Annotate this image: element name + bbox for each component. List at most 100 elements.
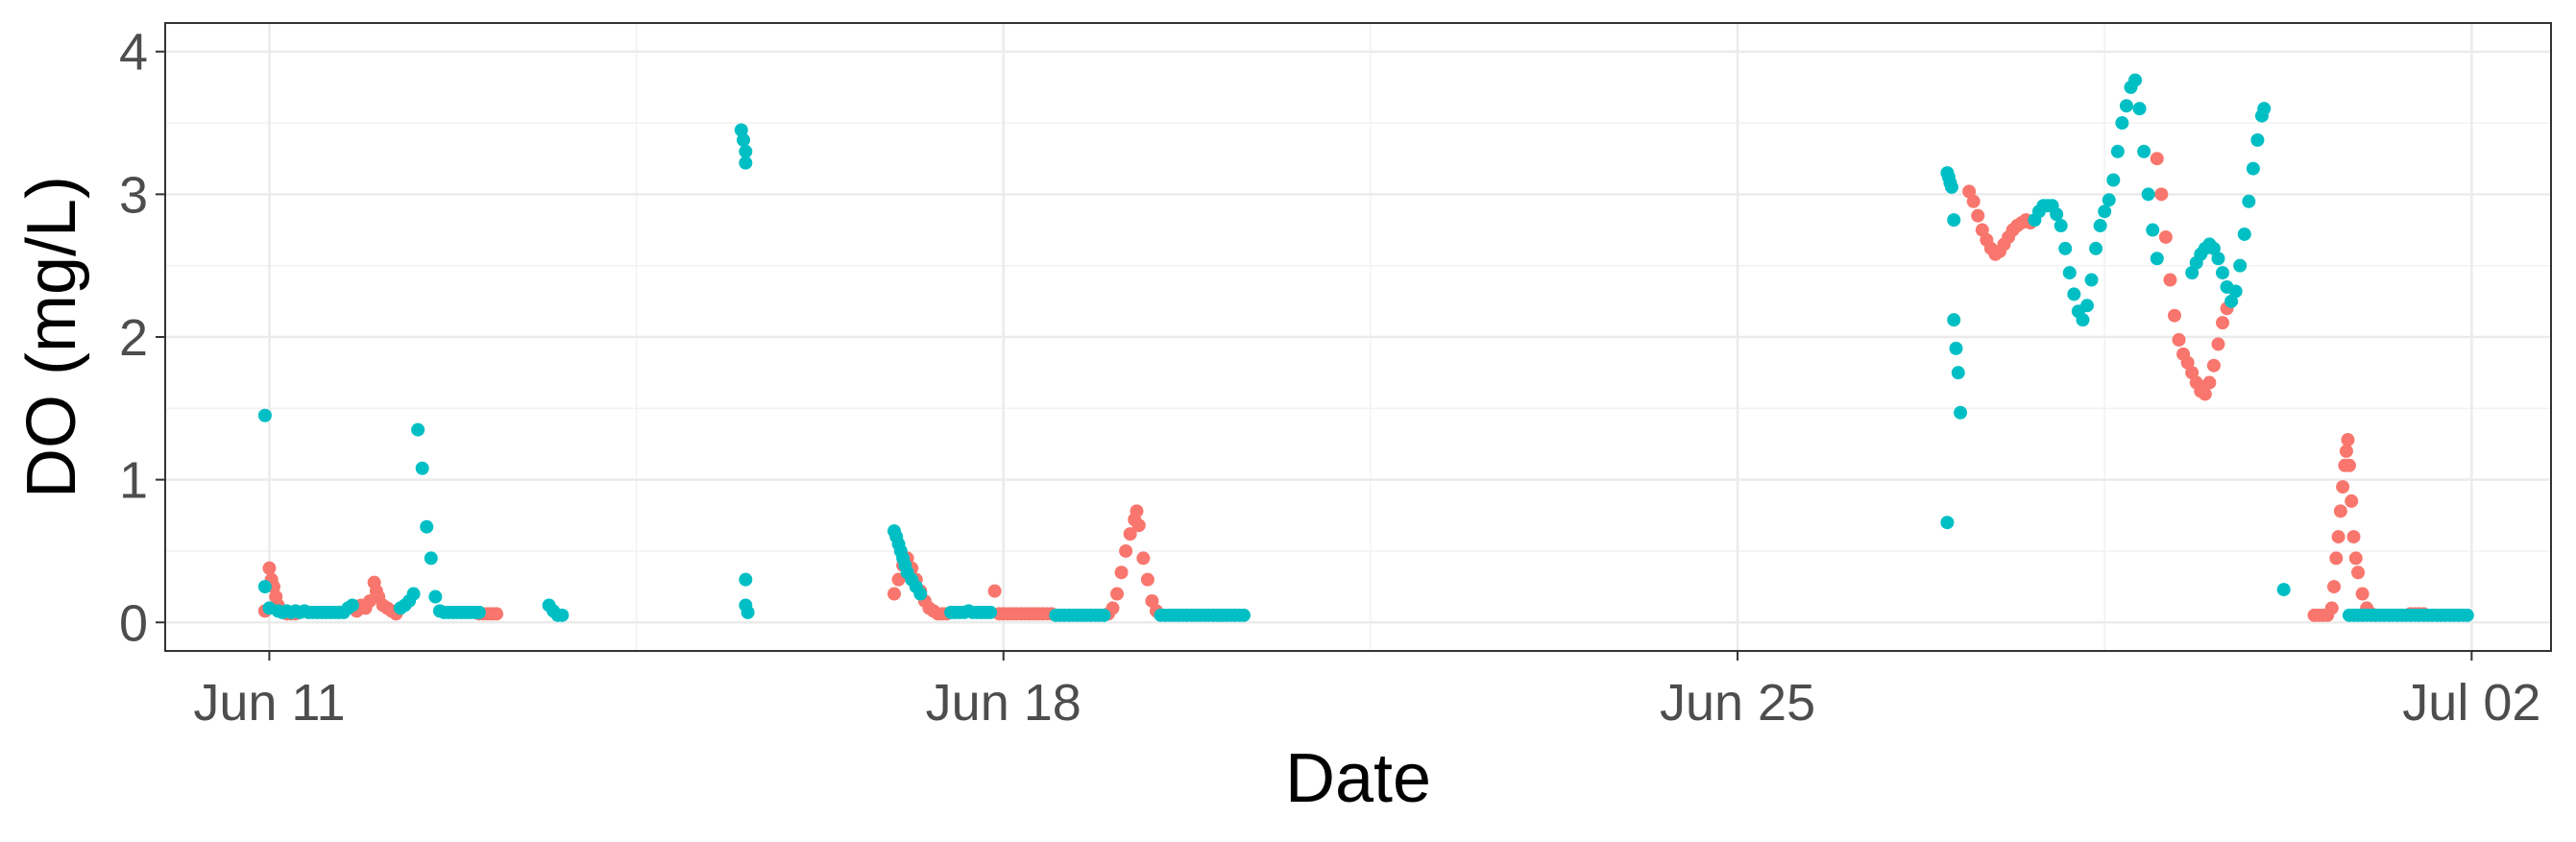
data-point — [741, 605, 755, 619]
data-point — [1136, 551, 1151, 565]
data-point — [2342, 458, 2356, 472]
data-point — [2093, 219, 2107, 233]
data-point — [2158, 229, 2173, 244]
data-point — [2237, 227, 2251, 241]
data-point — [1110, 587, 1125, 601]
data-point — [2348, 551, 2363, 565]
data-point — [913, 587, 928, 601]
data-point — [490, 607, 503, 621]
data-point — [739, 144, 753, 158]
data-point — [2339, 444, 2353, 458]
data-point — [262, 561, 277, 575]
data-point — [1140, 572, 1154, 587]
data-point — [2345, 493, 2359, 508]
data-point — [1947, 213, 1961, 228]
x-tick-label: Jun 11 — [193, 674, 345, 732]
data-point — [2062, 266, 2077, 280]
data-point — [2211, 337, 2225, 351]
data-point — [2089, 241, 2103, 255]
data-point — [1123, 527, 1137, 541]
data-point — [1947, 313, 1961, 327]
data-point — [1971, 208, 1985, 223]
data-point — [987, 584, 1002, 598]
data-point — [1131, 518, 1146, 533]
data-point — [2202, 375, 2217, 390]
data-point — [1236, 608, 1251, 622]
data-point — [2324, 601, 2339, 615]
data-point — [411, 422, 425, 437]
grid-lines — [165, 23, 2551, 651]
data-point — [2141, 187, 2155, 202]
data-point — [2216, 316, 2230, 330]
data-point — [1966, 194, 1981, 208]
data-point — [1949, 341, 1963, 355]
data-point — [2341, 433, 2355, 447]
data-point — [2054, 219, 2068, 233]
x-tick-label: Jun 18 — [926, 674, 1081, 732]
data-point — [2058, 241, 2073, 255]
data-point — [2132, 102, 2147, 116]
data-point — [555, 608, 570, 622]
data-point — [887, 587, 901, 601]
data-point — [1951, 366, 1965, 380]
y-tick-label: 4 — [119, 24, 148, 82]
data-point — [2050, 207, 2064, 222]
data-point — [428, 589, 443, 604]
data-point — [2084, 273, 2099, 287]
x-tick-label: Jun 25 — [1660, 674, 1815, 732]
data-point — [2246, 161, 2260, 176]
data-point — [1954, 405, 1968, 420]
data-point — [2110, 144, 2125, 158]
y-tick-label: 1 — [119, 452, 148, 510]
data-point — [2198, 387, 2212, 401]
data-point — [2150, 152, 2164, 166]
data-point — [345, 598, 359, 613]
data-point — [406, 587, 421, 601]
data-point — [2172, 332, 2186, 347]
data-point — [739, 572, 753, 587]
data-point — [2233, 258, 2248, 273]
data-point — [2460, 608, 2474, 622]
y-axis-title: DO (mg/L) — [13, 176, 90, 498]
data-point — [2119, 99, 2133, 113]
data-point — [2228, 284, 2243, 299]
data-point — [2329, 551, 2344, 565]
data-point — [257, 580, 272, 594]
y-tick-label: 3 — [119, 166, 148, 224]
data-point — [2331, 530, 2345, 544]
data-point — [257, 408, 272, 422]
x-axis-title: Date — [1285, 740, 1431, 817]
data-point — [2346, 530, 2361, 544]
data-point — [2115, 116, 2129, 131]
data-point — [1130, 504, 1144, 518]
data-point — [415, 461, 429, 475]
data-point — [2102, 193, 2116, 207]
data-point — [2336, 480, 2350, 494]
data-point — [2250, 132, 2265, 147]
axes: 0 1 2 3 4 Jun 11 Jun 18 Jun 25 Jul 02 — [119, 24, 2540, 732]
data-point — [739, 156, 753, 170]
x-tick-label: Jul 02 — [2402, 674, 2540, 732]
data-point — [2216, 266, 2230, 280]
data-point — [2351, 565, 2366, 580]
data-point — [2137, 144, 2151, 158]
data-point — [2327, 580, 2342, 594]
data-point — [1940, 516, 1955, 530]
data-point — [2067, 287, 2081, 301]
data-point — [734, 123, 748, 137]
data-point — [2080, 299, 2094, 313]
data-point — [1119, 543, 1133, 558]
series-0 — [257, 73, 2474, 622]
data-point — [2146, 223, 2160, 237]
data-point — [2355, 587, 2369, 601]
data-point — [2211, 252, 2225, 266]
data-point — [420, 519, 434, 534]
y-tick-label: 0 — [119, 594, 148, 652]
data-point — [472, 605, 486, 619]
data-point — [737, 132, 751, 147]
data-point — [2257, 102, 2272, 116]
data-point — [2163, 273, 2177, 287]
data-point — [2276, 583, 2291, 597]
data-point — [2098, 204, 2112, 219]
